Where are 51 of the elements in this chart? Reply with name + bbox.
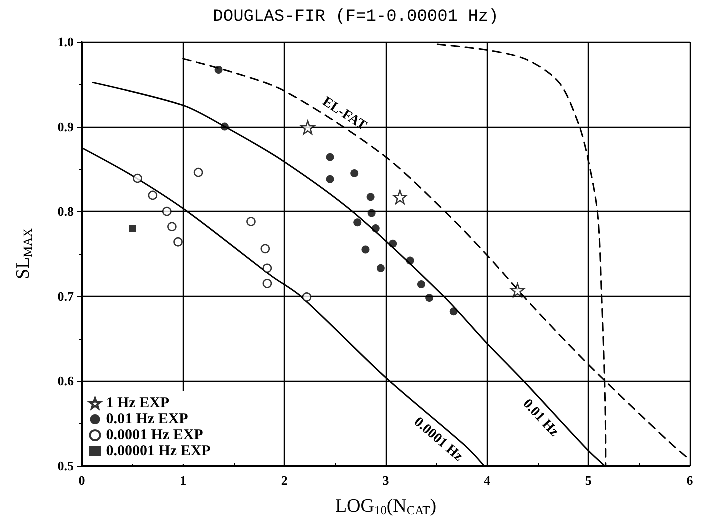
point [148, 190, 158, 200]
legend-label: 0.01 Hz EXP [106, 412, 188, 428]
point [220, 122, 229, 131]
point [260, 244, 270, 254]
point [368, 209, 376, 218]
chart-title: DOUGLAS-FIR (F=1-0.00001 Hz) [213, 8, 499, 27]
point [426, 294, 434, 302]
point [450, 308, 458, 316]
x-tick-label: 1 [180, 473, 187, 488]
point [162, 206, 172, 216]
y-axis-title: SLMAX [13, 228, 35, 280]
point [326, 175, 334, 184]
legend-label: 0.00001 Hz EXP [106, 444, 211, 460]
x-tick-label: 2 [281, 473, 288, 488]
point [372, 224, 380, 233]
text: 0.01 Hz [520, 396, 562, 440]
point [510, 283, 525, 298]
x-tick-label: 6 [686, 473, 694, 488]
point [350, 169, 359, 178]
point [376, 264, 385, 272]
point [302, 292, 312, 302]
y-tick-label: 0.6 [58, 374, 74, 389]
point [129, 225, 136, 232]
x-tick-label: 5 [585, 473, 592, 488]
legend-label: 0.0001 Hz EXP [106, 428, 204, 444]
point [406, 256, 414, 265]
y-tick-label: 1.0 [58, 34, 74, 50]
x-tick-label: 3 [382, 473, 390, 488]
y-tick-label: 0.7 [58, 288, 74, 304]
point [246, 217, 256, 226]
point [168, 222, 177, 232]
point [417, 280, 426, 289]
point [262, 279, 272, 288]
y-tick-label: 0.5 [58, 458, 74, 474]
point [362, 246, 370, 254]
point [174, 237, 183, 247]
point [326, 153, 334, 162]
y-tick-label: 0.9 [58, 119, 74, 134]
point [389, 240, 398, 248]
point [262, 264, 272, 274]
y-tick-label: 0.8 [58, 204, 74, 220]
legend-label: 1 Hz EXP [106, 396, 170, 412]
point [133, 174, 142, 184]
point [393, 190, 408, 204]
point [194, 168, 204, 178]
point [214, 66, 223, 74]
x-tick-label: 4 [484, 473, 492, 488]
point [354, 218, 362, 227]
point [300, 120, 316, 135]
point [366, 193, 375, 202]
x-tick-label: 0 [78, 473, 86, 488]
